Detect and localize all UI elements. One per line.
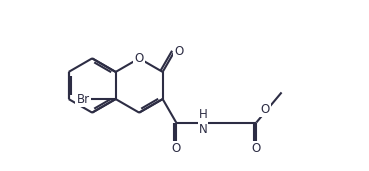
Text: H
N: H N bbox=[199, 108, 208, 136]
Text: O: O bbox=[135, 52, 144, 65]
Text: O: O bbox=[172, 142, 181, 155]
Text: O: O bbox=[260, 103, 269, 116]
Text: Br: Br bbox=[76, 93, 90, 106]
Text: O: O bbox=[252, 142, 261, 155]
Text: O: O bbox=[174, 45, 183, 58]
